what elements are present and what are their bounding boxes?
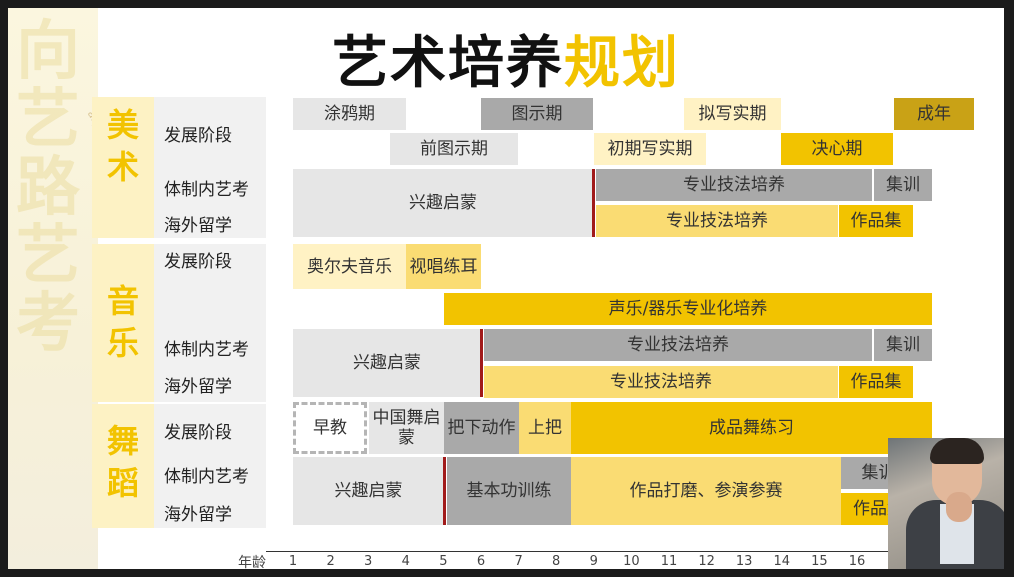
music-category-char1: 音 (106, 282, 139, 320)
age-tick: 5 (439, 554, 448, 569)
title-main: 艺术培养 (332, 31, 564, 96)
title-highlight: 规划 (564, 31, 680, 96)
music-stage-orff: 奥尔夫音乐 (293, 244, 406, 289)
presenter-hair (930, 438, 984, 464)
art-category-bg (92, 97, 154, 238)
music-abroad-portfolio: 作品集 (839, 366, 913, 398)
art-abroad-technique: 专业技法培养 (596, 205, 838, 237)
music-category-label: 音 乐 (92, 280, 154, 364)
music-stage-solfege: 视唱练耳 (406, 244, 481, 289)
age-tick: 13 (735, 554, 753, 569)
art-category-char1: 美 (106, 106, 139, 144)
dance-stage-chinese-dance: 中国舞启蒙 (369, 402, 444, 454)
age-tick: 10 (623, 554, 640, 569)
age-tick: 4 (401, 554, 410, 569)
art-category-label: 美 术 (92, 104, 154, 188)
age-tick: 6 (476, 554, 486, 569)
music-row-abroad: 海外留学 (164, 377, 232, 397)
art-stage-schematic: 图示期 (481, 98, 593, 130)
music-category-char2: 乐 (106, 324, 139, 362)
music-divider (480, 329, 483, 397)
dance-category-bg (92, 404, 154, 528)
age-tick: 8 (552, 554, 561, 569)
art-domestic-training: 集训 (874, 169, 932, 201)
art-divider (592, 169, 595, 237)
art-stage-early-realism: 初期写实期 (594, 133, 706, 165)
music-row-stage: 发展阶段 (164, 252, 232, 272)
age-tick: 3 (364, 554, 373, 569)
art-domestic-technique: 专业技法培养 (596, 169, 872, 201)
art-rowlabel-bg (154, 97, 266, 238)
dance-stage-floor-moves: 把下动作 (444, 402, 519, 454)
age-axis-label: 年龄 (238, 555, 266, 569)
dance-row-stage: 发展阶段 (164, 423, 232, 443)
age-tick: 14 (773, 554, 791, 569)
age-tick: 16 (848, 554, 866, 569)
dance-row-domestic: 体制内艺考 (164, 467, 249, 487)
dance-category-label: 舞 蹈 (92, 420, 154, 504)
music-abroad-technique: 专业技法培养 (484, 366, 838, 398)
age-tick: 12 (698, 554, 715, 569)
presenter-hand (946, 492, 972, 522)
dance-basic-training: 基本功训练 (447, 457, 571, 525)
art-stage-scribble: 涂鸦期 (293, 98, 406, 130)
dance-polish-perform: 作品打磨、参演参赛 (571, 457, 841, 525)
slide: 向艺路艺考 alijiaoy... 艺术培养规划 美 术 发展阶段 体制内艺考 … (8, 8, 1004, 569)
age-tick: 9 (589, 554, 598, 569)
dance-stage-early-edu: 早教 (293, 402, 367, 454)
watermark-text: 向艺路艺考 (16, 15, 80, 361)
art-stage-decision: 决心期 (781, 133, 893, 165)
dance-category-char1: 舞 (106, 422, 139, 460)
page-title: 艺术培养规划 (8, 18, 1004, 99)
age-tick: 1 (288, 554, 298, 569)
presenter-video (888, 438, 1004, 569)
art-abroad-portfolio: 作品集 (839, 205, 913, 237)
art-row-abroad: 海外留学 (164, 216, 232, 236)
art-stage-adult: 成年 (894, 98, 974, 130)
music-domestic-technique: 专业技法培养 (484, 329, 872, 361)
watermark-strip (8, 8, 98, 569)
music-stage-specialization: 声乐/器乐专业化培养 (444, 293, 932, 325)
music-row-domestic: 体制内艺考 (164, 340, 249, 360)
dance-interest: 兴趣启蒙 (293, 457, 444, 525)
music-domestic-training: 集训 (874, 329, 932, 361)
age-axis-line (266, 551, 926, 552)
dance-category-char2: 蹈 (106, 464, 139, 502)
dance-row-abroad: 海外留学 (164, 505, 232, 525)
music-interest: 兴趣启蒙 (293, 329, 481, 397)
music-category-bg (92, 244, 154, 402)
dance-stage-repertoire: 成品舞练习 (571, 402, 932, 454)
art-row-domestic: 体制内艺考 (164, 180, 249, 200)
age-tick: 15 (811, 554, 828, 569)
dance-stage-barre: 上把 (519, 402, 571, 454)
art-stage-preschematic: 前图示期 (390, 133, 518, 165)
dance-divider (443, 457, 446, 525)
art-category-char2: 术 (106, 148, 139, 186)
age-tick: 11 (660, 554, 678, 569)
dance-rowlabel-bg (154, 404, 266, 528)
art-interest: 兴趣启蒙 (293, 169, 593, 237)
age-tick: 7 (514, 554, 523, 569)
music-rowlabel-bg (154, 244, 266, 402)
age-tick: 2 (326, 554, 335, 569)
art-stage-pseudo-realism: 拟写实期 (684, 98, 781, 130)
art-row-stage: 发展阶段 (164, 126, 232, 146)
